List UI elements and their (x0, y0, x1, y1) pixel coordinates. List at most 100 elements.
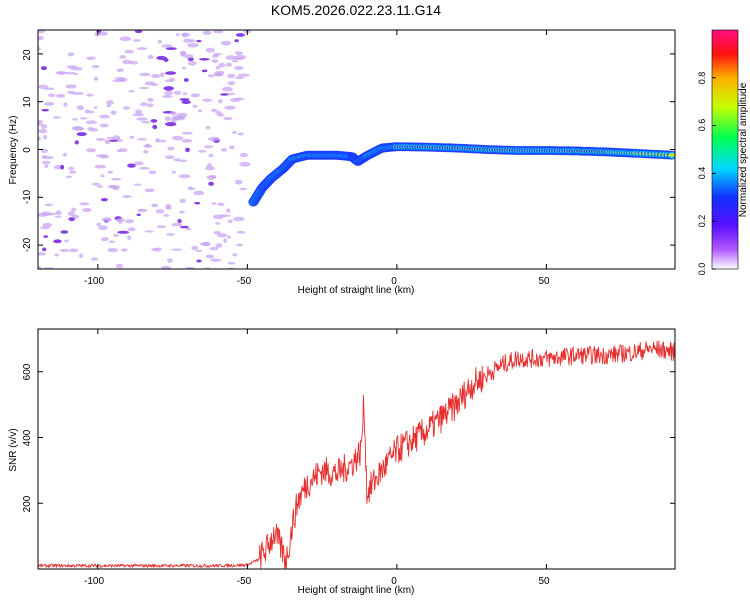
noise-speckle (239, 161, 251, 167)
noise-speckle (60, 164, 65, 170)
noise-speckle (211, 202, 217, 205)
snr-ytick-2: 600 (22, 363, 33, 380)
noise-speckle (211, 59, 219, 64)
noise-speckle (110, 177, 122, 181)
noise-speckle (192, 104, 198, 108)
noise-speckle (234, 51, 243, 55)
noise-speckle (215, 65, 221, 70)
noise-speckle (55, 94, 66, 98)
noise-speckle (185, 147, 190, 153)
noise-speckle (199, 58, 210, 61)
noise-speckle (122, 106, 131, 110)
noise-speckle (183, 38, 193, 43)
noise-speckle (44, 164, 49, 168)
noise-speckle (207, 74, 215, 78)
snr-ylabel: SNR (v/v) (8, 428, 19, 471)
noise-speckle (40, 66, 47, 71)
colorbar-tick-2: 0.4 (697, 167, 707, 180)
noise-speckle (180, 225, 189, 229)
noise-speckle (165, 47, 177, 50)
noise-speckle (231, 59, 238, 63)
noise-speckle (72, 214, 79, 219)
noise-speckle (230, 98, 241, 102)
colorbar-tick-3: 0.6 (697, 119, 707, 132)
noise-speckle (109, 240, 115, 244)
noise-speckle (220, 40, 232, 46)
noise-speckle (53, 239, 62, 244)
noise-speckle (171, 222, 183, 227)
noise-speckle (165, 203, 172, 208)
noise-speckle (124, 49, 134, 54)
spectrogram-ytick-2: 0 (22, 147, 33, 153)
noise-speckle (136, 117, 148, 121)
noise-speckle (43, 134, 48, 140)
noise-speckle (55, 210, 62, 216)
noise-speckle (127, 235, 132, 241)
noise-speckle (110, 110, 117, 115)
noise-speckle (164, 90, 173, 96)
noise-speckle (184, 266, 195, 269)
noise-speckle (125, 219, 134, 224)
noise-speckle (95, 138, 106, 141)
noise-speckle (98, 225, 108, 230)
noise-speckle (139, 86, 150, 90)
noise-speckle (178, 159, 187, 163)
noise-speckle (213, 30, 224, 34)
noise-speckle (53, 116, 61, 119)
noise-speckle (100, 198, 108, 202)
noise-speckle (107, 185, 117, 189)
noise-speckle (207, 136, 220, 142)
noise-speckle (128, 89, 135, 93)
noise-speckle (154, 247, 162, 252)
noise-speckle (163, 86, 174, 91)
noise-speckle (171, 135, 184, 141)
snr-frame (37, 328, 676, 570)
noise-speckle (88, 110, 95, 114)
noise-speckle (136, 47, 148, 50)
noise-speckle (165, 71, 177, 75)
noise-speckle (44, 87, 55, 91)
noise-speckle (96, 185, 104, 188)
noise-speckle (181, 66, 187, 70)
noise-speckle (96, 222, 102, 227)
noise-speckle (220, 93, 229, 96)
noise-speckle (41, 124, 48, 129)
noise-speckle (60, 230, 69, 234)
noise-speckle (215, 243, 223, 248)
noise-speckle (187, 61, 197, 66)
noise-speckle (210, 258, 222, 262)
noise-speckle (234, 66, 244, 70)
noise-speckle (210, 108, 218, 113)
noise-speckle (127, 163, 136, 168)
noise-speckle (170, 117, 178, 123)
noise-speckle (171, 170, 176, 174)
noise-speckle (234, 179, 243, 185)
noise-speckle (112, 135, 121, 141)
noise-speckle (100, 174, 105, 178)
noise-speckle (202, 30, 212, 35)
noise-speckle (164, 155, 175, 159)
noise-speckle (116, 68, 124, 73)
noise-speckle (115, 77, 125, 81)
noise-speckle (150, 119, 158, 123)
colorbar: 0.0 0.2 0.4 0.6 0.8 Normalized spectral … (697, 29, 749, 275)
noise-speckle (152, 124, 158, 130)
noise-speckle (54, 253, 60, 257)
spectrogram-ytick-3: 10 (22, 96, 33, 108)
noise-speckle (224, 105, 236, 110)
noise-speckle (221, 148, 228, 152)
noise-speckle (144, 188, 155, 193)
snr-panel: -100 -50 0 50 Height of straight line (k… (8, 328, 676, 596)
noise-speckle (143, 150, 149, 154)
noise-speckle (205, 254, 215, 259)
noise-speckle (116, 149, 122, 153)
noise-speckle (179, 98, 190, 101)
spectrogram-ytick-4: 20 (22, 49, 33, 61)
spectrogram-ticks (38, 30, 675, 269)
noise-speckle (139, 72, 151, 77)
noise-speckle (196, 259, 202, 263)
noise-speckle (216, 233, 228, 238)
noise-speckle (82, 207, 92, 213)
noise-speckle (88, 128, 99, 132)
noise-speckle (113, 233, 119, 237)
